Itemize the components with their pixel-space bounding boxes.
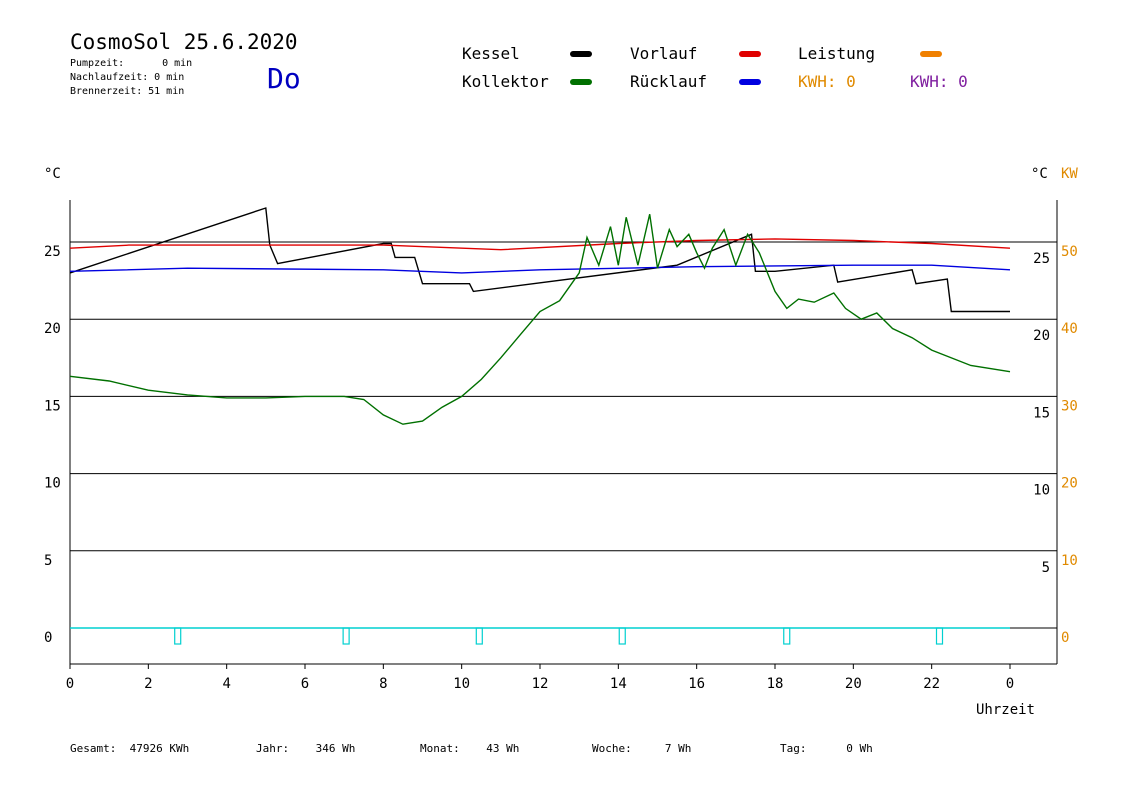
x-tick-label: 14 — [610, 676, 627, 692]
footer-tag-label: Tag: — [780, 742, 807, 755]
footer-jahr: Jahr: 346 Wh — [256, 742, 355, 755]
y-tick-label-left: 20 — [44, 321, 61, 337]
pump-markers — [70, 627, 1010, 645]
legend-kwh-purple: KWH: 0 — [910, 72, 968, 91]
page-title: CosmoSol 25.6.2020 — [70, 30, 298, 54]
chart-labels: 0 2 4 6 8 10 12 14 16 18 20 22 0 0 5 10 15 20 25 5 10 15 20 25 0… — [44, 166, 1078, 718]
x-axis-label: Uhrzeit — [976, 702, 1035, 718]
pump-marker — [783, 627, 791, 645]
legend-ruecklauf-label: Rücklauf — [630, 72, 708, 91]
y-tick-label-right: 10 — [1033, 483, 1050, 499]
footer-jahr-value: 346 Wh — [315, 742, 356, 755]
footer-monat-label: Monat: — [420, 742, 460, 755]
x-tick-label: 16 — [688, 676, 705, 692]
footer-monat-value: 43 Wh — [486, 742, 520, 755]
legend-kollektor-swatch — [570, 79, 592, 85]
y-tick-label-left: 5 — [44, 553, 52, 569]
stat-label: Nachlaufzeit: — [70, 72, 149, 83]
kw-tick-label: 0 — [1061, 630, 1069, 646]
x-tick-label: 10 — [453, 676, 470, 692]
series-line-rcklauf — [69, 264, 1011, 274]
series-line-kollektor — [69, 214, 1011, 425]
legend-leistung-swatch — [920, 51, 942, 57]
stat-label: Brennerzeit: — [70, 86, 143, 97]
stat-value: 0 min — [162, 58, 193, 69]
x-tick-label: 0 — [1006, 676, 1014, 692]
chart-grid — [70, 241, 1057, 629]
footer-woche-label: Woche: — [592, 742, 632, 755]
x-tick-label: 8 — [379, 676, 387, 692]
legend-kwh-orange: KWH: 0 — [798, 72, 856, 91]
series-line-vorlauf — [69, 238, 1011, 251]
legend-leistung-label: Leistung — [798, 44, 876, 63]
legend-vorlauf-swatch — [739, 51, 761, 57]
kw-tick-label: 40 — [1061, 321, 1078, 337]
x-tick-label: 12 — [532, 676, 549, 692]
x-tick-label: 0 — [66, 676, 74, 692]
stat-nachlaufzeit: Nachlaufzeit: 0 min — [70, 72, 184, 83]
series-line-kessel — [69, 207, 1010, 313]
chart-axes — [69, 200, 1058, 669]
y-tick-label-left: 10 — [44, 476, 61, 492]
footer-gesamt-value: 47926 KWh — [129, 742, 190, 755]
pump-marker — [475, 627, 483, 645]
footer-gesamt: Gesamt: 47926 KWh — [70, 742, 189, 755]
legend-kessel-label: Kessel — [462, 44, 520, 63]
x-tick-label: 6 — [301, 676, 309, 692]
kw-tick-label: 10 — [1061, 553, 1078, 569]
stat-value: 0 min — [154, 72, 185, 83]
y-tick-label-right: 5 — [1042, 560, 1050, 576]
kw-tick-label: 30 — [1061, 398, 1078, 414]
pump-marker — [618, 627, 626, 645]
y-tick-label-left: 25 — [44, 244, 61, 260]
footer-woche-value: 7 Wh — [664, 742, 692, 755]
legend-vorlauf-label: Vorlauf — [630, 44, 698, 63]
weekday-label: Do — [267, 62, 301, 95]
stat-brennerzeit: Brennerzeit: 51 min — [70, 86, 184, 97]
legend-kessel-swatch — [570, 51, 592, 57]
kw-tick-label: 50 — [1061, 244, 1078, 260]
stat-label: Pumpzeit: — [70, 58, 125, 69]
x-tick-label: 20 — [845, 676, 862, 692]
footer-tag: Tag: 0 Wh — [780, 742, 873, 755]
footer-woche: Woche: 7 Wh — [592, 742, 691, 755]
chart-lines — [69, 207, 1011, 425]
y-unit-left: °C — [44, 166, 61, 182]
x-tick-label: 4 — [222, 676, 230, 692]
footer-gesamt-label: Gesamt: — [70, 742, 117, 755]
legend-ruecklauf-swatch — [739, 79, 761, 85]
y-tick-label-right: 20 — [1033, 328, 1050, 344]
y-unit-right: °C — [1031, 166, 1048, 182]
y-tick-label-right: 25 — [1033, 251, 1050, 267]
pump-marker — [342, 627, 350, 645]
stat-value: 51 min — [148, 86, 185, 97]
y-tick-label-right: 15 — [1033, 405, 1050, 421]
footer-jahr-label: Jahr: — [256, 742, 290, 755]
x-tick-label: 2 — [144, 676, 152, 692]
stat-pumpzeit: Pumpzeit: 0 min — [70, 58, 192, 69]
footer-monat: Monat: 43 Wh — [420, 742, 519, 755]
kw-tick-label: 20 — [1061, 476, 1078, 492]
pump-marker — [935, 627, 944, 645]
y-tick-label-left: 0 — [44, 630, 52, 646]
pump-marker — [174, 627, 182, 645]
legend-kollektor-label: Kollektor — [462, 72, 549, 91]
kw-unit: KW — [1061, 166, 1078, 182]
x-tick-label: 18 — [767, 676, 784, 692]
x-tick-label: 22 — [923, 676, 940, 692]
footer-tag-value: 0 Wh — [846, 742, 873, 755]
y-tick-label-left: 15 — [44, 398, 61, 414]
